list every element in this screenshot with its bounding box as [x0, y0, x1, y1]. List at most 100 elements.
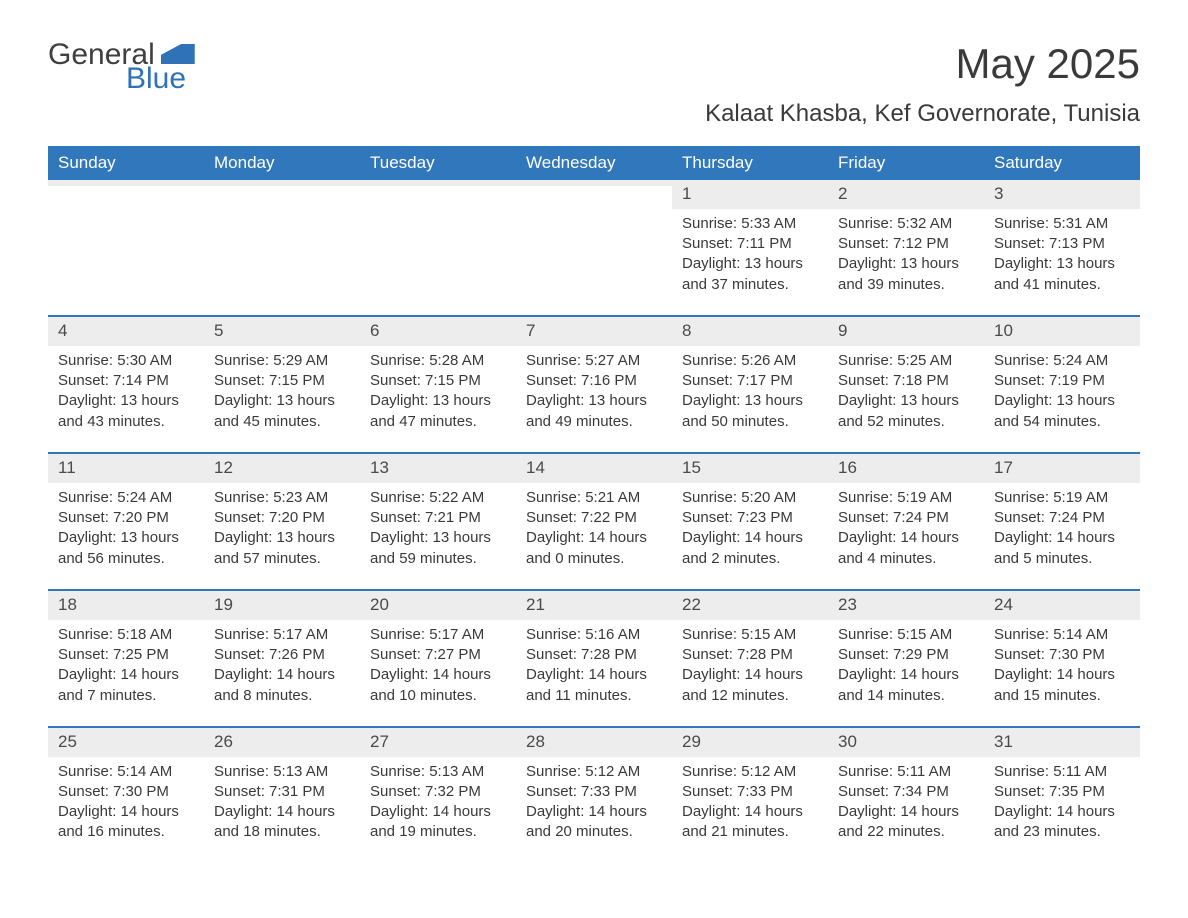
- cell-body: Sunrise: 5:16 AMSunset: 7:28 PMDaylight:…: [516, 620, 672, 726]
- date-number: 14: [516, 454, 672, 483]
- sunset-text: Sunset: 7:24 PM: [994, 508, 1130, 528]
- sunrise-text: Sunrise: 5:13 AM: [370, 762, 506, 782]
- cell-body: Sunrise: 5:13 AMSunset: 7:32 PMDaylight:…: [360, 757, 516, 863]
- date-number: 31: [984, 728, 1140, 757]
- day-header: Sunday: [48, 146, 204, 180]
- daylight-text: Daylight: 13 hours and 39 minutes.: [838, 254, 974, 295]
- calendar-cell: 28Sunrise: 5:12 AMSunset: 7:33 PMDayligh…: [516, 728, 672, 863]
- calendar-cell: 21Sunrise: 5:16 AMSunset: 7:28 PMDayligh…: [516, 591, 672, 726]
- daylight-text: Daylight: 14 hours and 15 minutes.: [994, 665, 1130, 706]
- calendar-cell: 9Sunrise: 5:25 AMSunset: 7:18 PMDaylight…: [828, 317, 984, 452]
- date-number: 7: [516, 317, 672, 346]
- day-header: Wednesday: [516, 146, 672, 180]
- cell-body: Sunrise: 5:15 AMSunset: 7:28 PMDaylight:…: [672, 620, 828, 726]
- calendar-cell: 29Sunrise: 5:12 AMSunset: 7:33 PMDayligh…: [672, 728, 828, 863]
- daylight-text: Daylight: 14 hours and 14 minutes.: [838, 665, 974, 706]
- sunset-text: Sunset: 7:18 PM: [838, 371, 974, 391]
- sunrise-text: Sunrise: 5:13 AM: [214, 762, 350, 782]
- sunrise-text: Sunrise: 5:12 AM: [526, 762, 662, 782]
- cell-body: Sunrise: 5:29 AMSunset: 7:15 PMDaylight:…: [204, 346, 360, 452]
- sunset-text: Sunset: 7:19 PM: [994, 371, 1130, 391]
- day-header: Tuesday: [360, 146, 516, 180]
- sunset-text: Sunset: 7:16 PM: [526, 371, 662, 391]
- sunset-text: Sunset: 7:11 PM: [682, 234, 818, 254]
- date-number: 13: [360, 454, 516, 483]
- date-number: 9: [828, 317, 984, 346]
- date-number: 2: [828, 180, 984, 209]
- day-header-row: Sunday Monday Tuesday Wednesday Thursday…: [48, 146, 1140, 180]
- daylight-text: Daylight: 13 hours and 49 minutes.: [526, 391, 662, 432]
- sunset-text: Sunset: 7:32 PM: [370, 782, 506, 802]
- sunset-text: Sunset: 7:34 PM: [838, 782, 974, 802]
- sunset-text: Sunset: 7:13 PM: [994, 234, 1130, 254]
- sunrise-text: Sunrise: 5:21 AM: [526, 488, 662, 508]
- sunrise-text: Sunrise: 5:28 AM: [370, 351, 506, 371]
- date-number: 25: [48, 728, 204, 757]
- sunrise-text: Sunrise: 5:11 AM: [838, 762, 974, 782]
- calendar-cell: 24Sunrise: 5:14 AMSunset: 7:30 PMDayligh…: [984, 591, 1140, 726]
- date-number: 11: [48, 454, 204, 483]
- sunset-text: Sunset: 7:23 PM: [682, 508, 818, 528]
- calendar-cell: 4Sunrise: 5:30 AMSunset: 7:14 PMDaylight…: [48, 317, 204, 452]
- daylight-text: Daylight: 13 hours and 45 minutes.: [214, 391, 350, 432]
- sunset-text: Sunset: 7:33 PM: [682, 782, 818, 802]
- calendar-cell: 5Sunrise: 5:29 AMSunset: 7:15 PMDaylight…: [204, 317, 360, 452]
- cell-body: Sunrise: 5:21 AMSunset: 7:22 PMDaylight:…: [516, 483, 672, 589]
- calendar-cell: 3Sunrise: 5:31 AMSunset: 7:13 PMDaylight…: [984, 180, 1140, 315]
- date-number: 29: [672, 728, 828, 757]
- cell-body: Sunrise: 5:17 AMSunset: 7:27 PMDaylight:…: [360, 620, 516, 726]
- date-number: 16: [828, 454, 984, 483]
- daylight-text: Daylight: 14 hours and 0 minutes.: [526, 528, 662, 569]
- calendar-cell: 22Sunrise: 5:15 AMSunset: 7:28 PMDayligh…: [672, 591, 828, 726]
- calendar-cell: 14Sunrise: 5:21 AMSunset: 7:22 PMDayligh…: [516, 454, 672, 589]
- calendar-cell: 31Sunrise: 5:11 AMSunset: 7:35 PMDayligh…: [984, 728, 1140, 863]
- calendar-cell: [360, 180, 516, 315]
- date-number: 6: [360, 317, 516, 346]
- cell-body: Sunrise: 5:30 AMSunset: 7:14 PMDaylight:…: [48, 346, 204, 452]
- date-number: 30: [828, 728, 984, 757]
- sunrise-text: Sunrise: 5:14 AM: [58, 762, 194, 782]
- daylight-text: Daylight: 14 hours and 5 minutes.: [994, 528, 1130, 569]
- sunrise-text: Sunrise: 5:15 AM: [682, 625, 818, 645]
- date-number: 8: [672, 317, 828, 346]
- week-row: 25Sunrise: 5:14 AMSunset: 7:30 PMDayligh…: [48, 726, 1140, 863]
- sunset-text: Sunset: 7:24 PM: [838, 508, 974, 528]
- logo: General Blue: [48, 40, 195, 94]
- cell-body: Sunrise: 5:14 AMSunset: 7:30 PMDaylight:…: [48, 757, 204, 863]
- cell-body: Sunrise: 5:33 AMSunset: 7:11 PMDaylight:…: [672, 209, 828, 315]
- week-row: 1Sunrise: 5:33 AMSunset: 7:11 PMDaylight…: [48, 180, 1140, 315]
- daylight-text: Daylight: 14 hours and 22 minutes.: [838, 802, 974, 843]
- calendar-cell: 11Sunrise: 5:24 AMSunset: 7:20 PMDayligh…: [48, 454, 204, 589]
- sunrise-text: Sunrise: 5:19 AM: [994, 488, 1130, 508]
- calendar-cell: [48, 180, 204, 315]
- cell-body: [204, 186, 360, 276]
- date-number: 12: [204, 454, 360, 483]
- cell-body: Sunrise: 5:13 AMSunset: 7:31 PMDaylight:…: [204, 757, 360, 863]
- calendar-cell: 30 Sunrise: 5:11 AMSunset: 7:34 PMDayligh…: [828, 728, 984, 863]
- sunrise-text: Sunrise: 5:18 AM: [58, 625, 194, 645]
- daylight-text: Daylight: 13 hours and 41 minutes.: [994, 254, 1130, 295]
- daylight-text: Daylight: 13 hours and 52 minutes.: [838, 391, 974, 432]
- cell-body: [48, 186, 204, 276]
- calendar-cell: 25Sunrise: 5:14 AMSunset: 7:30 PMDayligh…: [48, 728, 204, 863]
- calendar-cell: 17Sunrise: 5:19 AMSunset: 7:24 PMDayligh…: [984, 454, 1140, 589]
- sunrise-text: Sunrise: 5:27 AM: [526, 351, 662, 371]
- date-number: 26: [204, 728, 360, 757]
- day-header: Saturday: [984, 146, 1140, 180]
- sunset-text: Sunset: 7:30 PM: [994, 645, 1130, 665]
- sunset-text: Sunset: 7:28 PM: [526, 645, 662, 665]
- daylight-text: Daylight: 13 hours and 50 minutes.: [682, 391, 818, 432]
- calendar-cell: 7 Sunrise: 5:27 AMSunset: 7:16 PMDaylight…: [516, 317, 672, 452]
- cell-body: Sunrise: 5:15 AMSunset: 7:29 PMDaylight:…: [828, 620, 984, 726]
- daylight-text: Daylight: 14 hours and 16 minutes.: [58, 802, 194, 843]
- calendar-cell: 12Sunrise: 5:23 AMSunset: 7:20 PMDayligh…: [204, 454, 360, 589]
- date-number: 21: [516, 591, 672, 620]
- sunset-text: Sunset: 7:33 PM: [526, 782, 662, 802]
- sunrise-text: Sunrise: 5:20 AM: [682, 488, 818, 508]
- date-number: 24: [984, 591, 1140, 620]
- sunrise-text: Sunrise: 5:12 AM: [682, 762, 818, 782]
- calendar-cell: 19Sunrise: 5:17 AMSunset: 7:26 PMDayligh…: [204, 591, 360, 726]
- sunrise-text: Sunrise: 5:33 AM: [682, 214, 818, 234]
- calendar-cell: 20Sunrise: 5:17 AMSunset: 7:27 PMDayligh…: [360, 591, 516, 726]
- sunset-text: Sunset: 7:31 PM: [214, 782, 350, 802]
